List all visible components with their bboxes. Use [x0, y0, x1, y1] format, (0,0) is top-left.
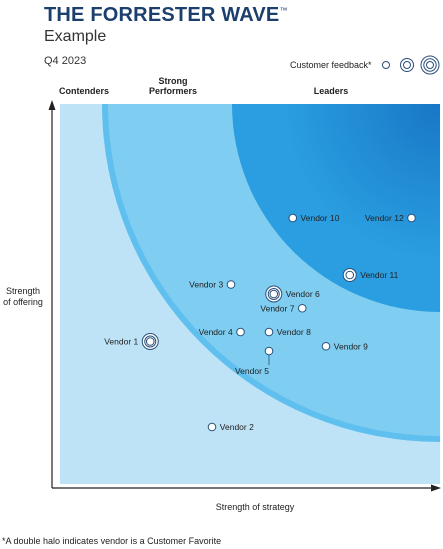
vendor-marker-vendor-12[interactable]: Vendor 12	[365, 213, 416, 223]
vendor-marker-vendor-9[interactable]: Vendor 9	[321, 341, 368, 351]
vendor-marker-vendor-11[interactable]: Vendor 11	[342, 268, 399, 282]
vendor-markers: Vendor 1 Vendor 2 Vendor 3 Vendor 4 Vendor 5…	[104, 213, 416, 432]
vendor-marker-vendor-8[interactable]: Vendor 8	[264, 327, 311, 337]
vendor-marker-vendor-10[interactable]: Vendor 10	[288, 213, 340, 223]
vendor-marker-vendor-4[interactable]: Vendor 4	[199, 327, 245, 337]
y-axis-label-line1: Strength	[5, 286, 41, 296]
vendor-marker-vendor-2[interactable]: Vendor 2	[207, 422, 254, 432]
vendor-label-vendor-2: Vendor 2	[220, 422, 254, 432]
vendor-label-vendor-6: Vendor 6	[286, 289, 320, 299]
vendor-dot	[288, 213, 298, 223]
vendor-label-vendor-3: Vendor 3	[189, 280, 223, 290]
vendor-marker-vendor-5[interactable]: Vendor 5	[235, 346, 274, 376]
vendor-label-vendor-10: Vendor 10	[301, 213, 340, 223]
vendor-dot	[264, 346, 274, 356]
chart-date: Q4 2023	[44, 55, 87, 67]
axes	[48, 100, 441, 492]
vendor-label-vendor-9: Vendor 9	[334, 341, 368, 351]
trademark-mark: ™	[279, 6, 288, 15]
vendor-dot	[226, 280, 236, 289]
vendor-dot	[269, 289, 279, 299]
category-leaders: Leaders	[313, 86, 349, 96]
vendor-label-vendor-1: Vendor 1	[104, 337, 138, 347]
vendor-dot	[407, 213, 416, 223]
vendor-label-vendor-5: Vendor 5	[235, 366, 269, 376]
category-contenders: Contenders	[58, 86, 109, 96]
vendor-dot	[345, 270, 355, 280]
legend-single-halo-icon	[400, 58, 414, 72]
vendor-label-vendor-4: Vendor 4	[199, 327, 233, 337]
vendor-dot	[297, 303, 307, 313]
wave-bands	[60, 104, 440, 484]
vendor-label-vendor-8: Vendor 8	[277, 327, 311, 337]
legend-customer-feedback-label: Customer feedback*	[290, 60, 372, 70]
vendor-dot	[207, 422, 217, 432]
y-axis-arrow	[48, 100, 56, 110]
legend-no-halo-icon	[382, 61, 390, 69]
legend-halo-icons	[382, 55, 440, 75]
vendor-label-vendor-12: Vendor 12	[365, 213, 404, 223]
legend-double-halo-icon	[420, 55, 440, 75]
vendor-dot	[145, 337, 155, 346]
x-axis-arrow	[431, 484, 441, 492]
vendor-label-vendor-11: Vendor 11	[360, 270, 398, 280]
vendor-marker-vendor-6[interactable]: Vendor 6	[265, 285, 320, 303]
footnote: *A double halo indicates vendor is a Cus…	[2, 536, 222, 546]
category-strong-performers: Strong Performers	[148, 76, 198, 96]
vendor-marker-vendor-7[interactable]: Vendor 7	[260, 303, 307, 313]
chart-subtitle: Example	[44, 28, 107, 45]
y-axis-label: Strength of offering	[0, 286, 46, 308]
band-leaders	[232, 104, 440, 312]
chart-title-text: THE FORRESTER WAVE	[44, 4, 280, 26]
vendor-dot	[236, 327, 245, 337]
chart-title: THE FORRESTER WAVE™	[44, 4, 288, 27]
x-axis-label: Strength of strategy	[215, 502, 295, 512]
vendor-marker-vendor-1[interactable]: Vendor 1	[104, 333, 159, 350]
vendor-marker-vendor-3[interactable]: Vendor 3	[189, 280, 236, 290]
y-axis-label-line2: of offering	[3, 297, 43, 307]
vendor-label-vendor-7: Vendor 7	[260, 303, 294, 313]
vendor-dot	[264, 327, 274, 337]
vendor-dot	[321, 341, 331, 351]
